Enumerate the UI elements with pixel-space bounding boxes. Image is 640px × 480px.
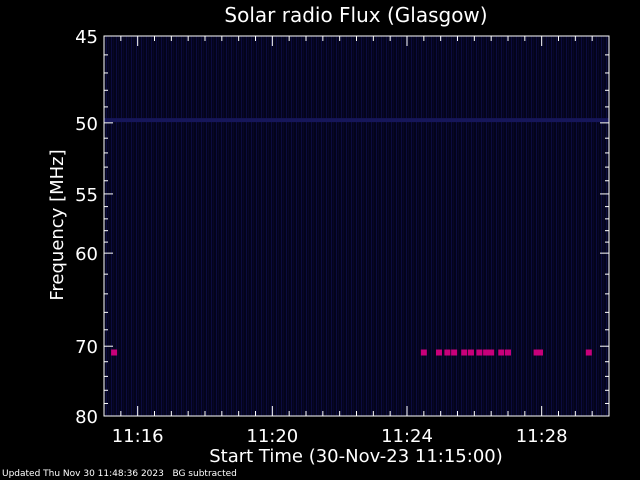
burst-event-mark (435, 349, 442, 356)
y-axis-label: Frequency [MHz] (47, 149, 68, 300)
y-axis-ticks: 45 50 55 60 70 80 (75, 27, 609, 428)
spectrogram-texture (104, 36, 609, 416)
y-tick-label: 70 (75, 337, 98, 358)
x-tick-label: 11:16 (112, 426, 164, 447)
y-tick-label: 60 (75, 244, 98, 265)
burst-event-mark (111, 349, 118, 356)
x-tick-label: 11:28 (516, 426, 568, 447)
burst-event-mark (461, 349, 468, 356)
burst-event-mark (498, 349, 505, 356)
y-tick-label: 55 (75, 185, 98, 206)
burst-event-mark (420, 349, 427, 356)
burst-event-mark (585, 349, 592, 356)
x-axis-ticks: 11:16 11:20 11:24 11:28 (103, 36, 610, 447)
burst-event-mark (536, 349, 543, 356)
burst-event-mark (488, 349, 495, 356)
burst-events (111, 349, 592, 356)
spectrum-band (104, 118, 609, 123)
x-tick-label: 11:24 (381, 426, 433, 447)
burst-event-mark (451, 349, 458, 356)
burst-event-mark (444, 349, 451, 356)
y-tick-label: 50 (75, 114, 98, 135)
burst-event-mark (533, 349, 540, 356)
y-tick-label: 80 (75, 407, 98, 428)
spectrogram-plot-area (104, 36, 609, 416)
x-axis-label: Start Time (30-Nov-23 11:15:00) (209, 446, 503, 467)
burst-event-mark (505, 349, 511, 356)
burst-event-mark (483, 349, 490, 356)
burst-event-mark (476, 349, 483, 356)
status-footer: Updated Thu Nov 30 11:48:36 2023 BG subt… (2, 469, 237, 479)
y-tick-label: 45 (75, 27, 98, 48)
x-tick-label: 11:20 (246, 426, 298, 447)
burst-event-mark (467, 349, 474, 356)
bg-subtracted-note: BG subtracted (172, 469, 237, 479)
chart-title: Solar radio Flux (Glasgow) (224, 3, 487, 27)
updated-timestamp: Updated Thu Nov 30 11:48:36 2023 (2, 469, 164, 479)
